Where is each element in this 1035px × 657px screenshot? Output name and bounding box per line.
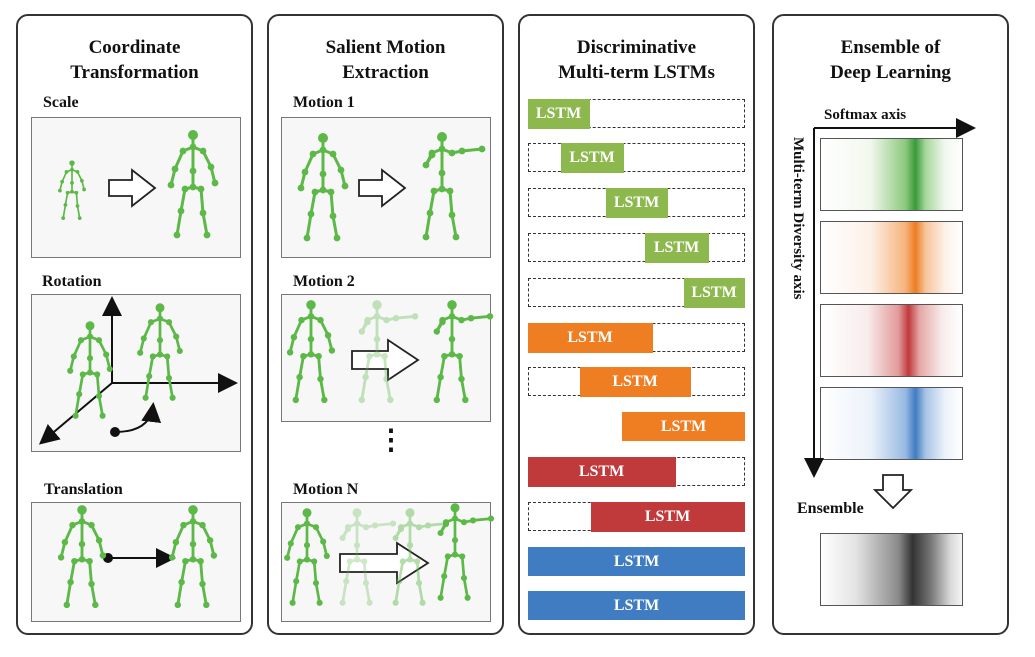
lstm-row: LSTM xyxy=(528,501,745,532)
ensemble-label: Ensemble xyxy=(797,500,864,517)
lstm-block: LSTM xyxy=(683,277,745,308)
motion-1-hollow-arrow-icon xyxy=(358,168,407,208)
lstm-row: LSTM xyxy=(528,412,745,441)
red-softmax-band xyxy=(820,304,963,377)
lstm-row: LSTM xyxy=(528,591,745,620)
skeleton-figure-icon xyxy=(437,503,495,601)
lstm-block: LSTM xyxy=(622,412,745,441)
skeleton-figure-icon xyxy=(392,508,450,606)
lstm-title-line1: Discriminative xyxy=(576,37,697,58)
rotation-box xyxy=(31,294,241,452)
scale-hollow-arrow-icon xyxy=(108,168,157,208)
skeleton-figures xyxy=(57,130,495,609)
skeleton-figure-icon xyxy=(422,132,486,241)
orange-softmax-band xyxy=(820,221,963,294)
ensemble-title-line1: Ensemble of xyxy=(840,37,941,58)
ensemble-band xyxy=(820,533,963,606)
coordinate-title-line1: Coordinate xyxy=(88,37,181,58)
motion-n-hollow-arrow-icon xyxy=(339,541,430,585)
lstm-block: LSTM xyxy=(528,591,745,620)
coordinate-title-line2: Transformation xyxy=(70,62,199,83)
skeleton-figure-icon xyxy=(137,303,183,401)
lstm-title-line2: Multi-term LSTMs xyxy=(558,62,715,83)
lstm-block: LSTM xyxy=(527,456,676,487)
skeleton-figure-icon xyxy=(297,133,349,242)
lstm-block: LSTM xyxy=(528,547,745,576)
salient-title-line1: Salient Motion xyxy=(325,37,446,58)
lstm-row: LSTM xyxy=(528,547,745,576)
lstm-row: LSTM xyxy=(528,142,745,173)
skeleton-figure-icon xyxy=(167,130,219,239)
lstm-row: LSTM xyxy=(528,187,745,218)
rotation-curved-arrow-icon xyxy=(114,402,162,433)
scale-label: Scale xyxy=(43,94,79,111)
lstm-block: LSTM xyxy=(579,366,691,397)
motion-ellipsis: ⋮ xyxy=(377,425,405,456)
motion-n-label: Motion N xyxy=(293,481,359,498)
skeleton-figure-icon xyxy=(339,508,397,606)
lstm-row: LSTM xyxy=(527,456,745,487)
skeleton-figure-icon xyxy=(67,321,113,419)
skeleton-figure-icon xyxy=(168,505,218,609)
lstm-block: LSTM xyxy=(605,187,668,218)
skeleton-figure-icon xyxy=(57,505,107,609)
green-softmax-band xyxy=(820,138,963,211)
skeleton-figure-icon xyxy=(284,508,330,606)
ensemble-down-arrow-icon xyxy=(872,474,914,510)
lstm-block: LSTM xyxy=(527,98,590,129)
skeleton-figure-icon xyxy=(58,160,86,220)
blue-softmax-band xyxy=(820,387,963,460)
motion-2-hollow-arrow-icon xyxy=(351,338,420,382)
lstm-block: LSTM xyxy=(644,232,709,263)
lstm-block: LSTM xyxy=(590,501,745,532)
lstm-row: LSTM xyxy=(527,98,745,129)
motion-1-label: Motion 1 xyxy=(293,94,355,111)
skeleton-figure-icon xyxy=(358,300,419,404)
diversity-axis-label: Multi-term Diversity axis xyxy=(790,137,806,300)
lstm-block: LSTM xyxy=(560,142,624,173)
softmax-axis-label: Softmax axis xyxy=(824,107,907,123)
salient-title-line2: Extraction xyxy=(342,62,429,83)
lstm-row: LSTM xyxy=(528,232,745,263)
lstm-row: LSTM xyxy=(528,366,745,397)
lstm-row: LSTM xyxy=(527,322,745,353)
motion-2-label: Motion 2 xyxy=(293,273,355,290)
rotation-label: Rotation xyxy=(42,273,102,290)
ensemble-title-line2: Deep Learning xyxy=(830,62,951,83)
skeleton-figure-icon xyxy=(433,300,494,404)
lstm-row: LSTM xyxy=(528,277,745,308)
skeleton-figure-icon xyxy=(286,300,336,404)
translation-label: Translation xyxy=(44,481,123,498)
lstm-block: LSTM xyxy=(527,322,653,353)
